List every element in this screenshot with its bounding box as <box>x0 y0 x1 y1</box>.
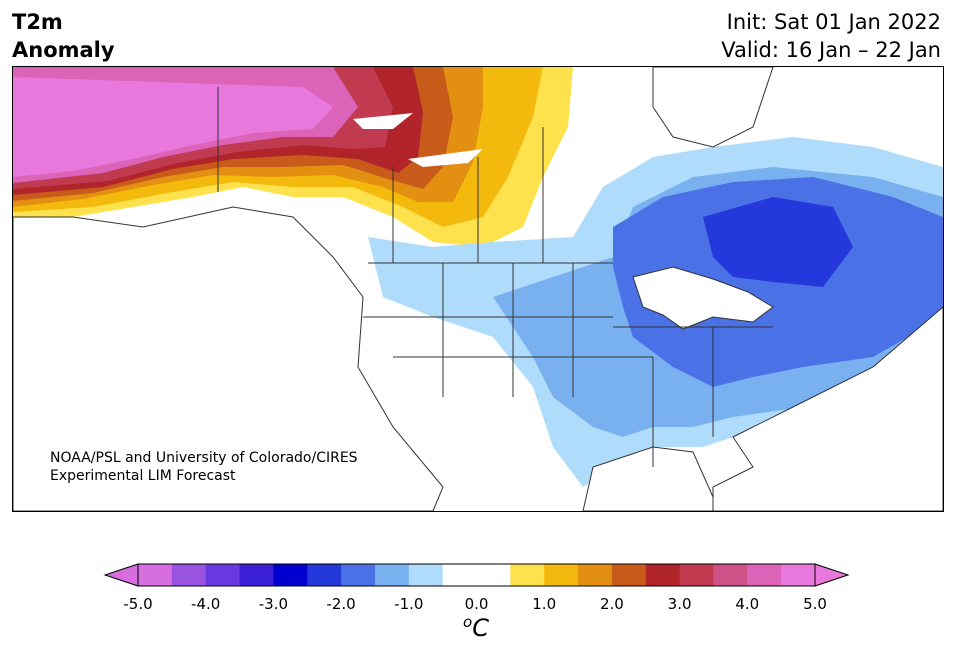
lake-winnipeg <box>408 149 483 167</box>
colorbar-tick-label: -3.0 <box>258 595 289 613</box>
colorbar-left-arrow <box>103 563 139 587</box>
great-lakes <box>632 266 774 330</box>
map-canvas <box>13 67 943 511</box>
colorbar-segment <box>578 564 613 586</box>
colorbar-segment <box>273 564 308 586</box>
colorbar-segment <box>781 564 816 586</box>
valid-range: Valid: 16 Jan – 22 Jan <box>721 38 941 62</box>
colorbar-right-arrow <box>814 563 850 587</box>
colorbar-tick-label: -1.0 <box>394 595 424 613</box>
forecast-dates: Init: Sat 01 Jan 2022 Valid: 16 Jan – 22… <box>721 8 941 64</box>
unit-label: oC <box>463 613 489 642</box>
colorbar-segment <box>611 564 647 586</box>
unit-superscript: o <box>463 613 473 631</box>
colorbar-tick-label: -2.0 <box>326 595 356 613</box>
colorbar-segment <box>713 564 748 586</box>
colorbar-segment <box>544 564 579 586</box>
colorbar-segment <box>747 564 782 586</box>
credit-line-2: Experimental LIM Forecast <box>50 468 236 484</box>
colorbar-segment <box>510 564 545 586</box>
colorbar-segment <box>171 564 207 586</box>
credit-line-1: NOAA/PSL and University of Colorado/CIRE… <box>50 450 358 466</box>
colorbar-tick-label: 1.0 <box>532 595 557 613</box>
colorbar-tick-label: 3.0 <box>667 595 692 613</box>
colorbar-segment <box>374 564 410 586</box>
colorbar-tick-label: 5.0 <box>803 595 827 613</box>
init-date: Init: Sat 01 Jan 2022 <box>726 10 941 34</box>
cold-deep-blue-zone <box>703 197 853 287</box>
colorbar-segment <box>442 564 477 586</box>
colorbar-segment <box>138 564 173 586</box>
credit-text: NOAA/PSL and University of Colorado/CIRE… <box>50 449 358 485</box>
colorbar-tick-label: -5.0 <box>123 595 153 613</box>
gulf-of-mexico <box>582 446 714 511</box>
map-title: T2m Anomaly <box>12 8 115 64</box>
colorbar-tick-label: 0.0 <box>464 595 489 613</box>
warm-magenta-zone <box>13 77 333 177</box>
hudson-bay <box>652 67 774 148</box>
title-line-1: T2m <box>12 10 63 34</box>
colorbar-segment <box>341 564 376 586</box>
colorbar-svg <box>103 563 850 587</box>
colorbar-segment <box>307 564 342 586</box>
colorbar-tick-label: -4.0 <box>191 595 221 613</box>
colorbar: -5.0 -4.0 -3.0 -2.0 -1.0 0.0 1.0 2.0 3.0 4.0 5.0 o… <box>0 555 953 655</box>
colorbar-segment <box>645 564 681 586</box>
colorbar-segment <box>476 564 511 586</box>
colorbar-segment <box>679 564 714 586</box>
colorbar-segment <box>205 564 241 586</box>
political-borders <box>217 87 773 467</box>
atlantic-ocean <box>712 306 943 511</box>
colorbar-segment <box>408 564 444 586</box>
title-line-2: Anomaly <box>12 38 115 62</box>
colorbar-tick-label: 2.0 <box>599 595 624 613</box>
anomaly-map: NOAA/PSL and University of Colorado/CIRE… <box>12 66 944 512</box>
colorbar-tick-label: 4.0 <box>735 595 760 613</box>
unit-base: C <box>472 614 489 642</box>
colorbar-segment <box>239 564 274 586</box>
great-slave-lake <box>353 113 413 129</box>
pacific-ocean <box>13 206 444 511</box>
colorbar-border <box>137 563 816 587</box>
